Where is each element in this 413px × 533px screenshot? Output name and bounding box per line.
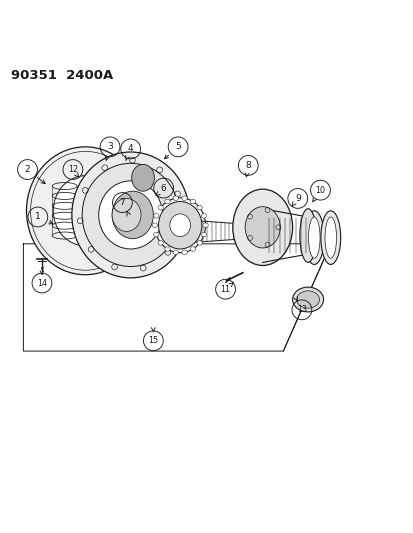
Ellipse shape xyxy=(112,191,153,239)
Ellipse shape xyxy=(72,152,189,278)
Ellipse shape xyxy=(112,198,141,231)
Ellipse shape xyxy=(197,205,202,210)
Text: 15: 15 xyxy=(148,336,158,345)
Ellipse shape xyxy=(181,250,187,255)
Text: 4: 4 xyxy=(128,144,133,154)
Ellipse shape xyxy=(53,176,117,246)
Ellipse shape xyxy=(158,240,163,245)
Ellipse shape xyxy=(201,232,206,237)
Text: 1: 1 xyxy=(35,213,40,222)
Ellipse shape xyxy=(82,163,179,266)
Ellipse shape xyxy=(320,211,340,264)
Text: 2: 2 xyxy=(25,165,30,174)
Ellipse shape xyxy=(197,240,202,245)
Ellipse shape xyxy=(153,232,159,237)
Text: 8: 8 xyxy=(245,161,251,170)
Ellipse shape xyxy=(98,181,162,249)
Ellipse shape xyxy=(164,247,170,251)
Ellipse shape xyxy=(190,199,195,204)
Ellipse shape xyxy=(158,201,202,249)
Ellipse shape xyxy=(153,214,159,218)
Text: 5: 5 xyxy=(175,142,180,151)
Ellipse shape xyxy=(26,147,144,274)
Ellipse shape xyxy=(152,223,157,228)
Text: 11: 11 xyxy=(220,285,230,294)
Ellipse shape xyxy=(164,199,170,204)
Ellipse shape xyxy=(173,250,178,255)
Text: 9: 9 xyxy=(294,194,300,203)
Ellipse shape xyxy=(304,211,323,264)
Text: 6: 6 xyxy=(160,183,166,192)
Ellipse shape xyxy=(244,207,280,248)
Ellipse shape xyxy=(296,291,319,308)
Ellipse shape xyxy=(181,196,187,200)
Ellipse shape xyxy=(131,164,154,191)
Ellipse shape xyxy=(169,214,190,237)
Ellipse shape xyxy=(173,196,178,200)
Ellipse shape xyxy=(232,189,292,265)
Ellipse shape xyxy=(154,198,205,253)
Ellipse shape xyxy=(190,247,195,251)
Ellipse shape xyxy=(308,217,319,259)
Ellipse shape xyxy=(31,151,140,270)
Text: 7: 7 xyxy=(119,198,125,207)
Text: 10: 10 xyxy=(315,185,325,195)
Ellipse shape xyxy=(201,214,206,218)
Text: 12: 12 xyxy=(68,165,78,174)
Ellipse shape xyxy=(202,223,208,228)
Text: 3: 3 xyxy=(107,142,113,151)
Ellipse shape xyxy=(292,287,323,312)
Text: 90351  2400A: 90351 2400A xyxy=(11,69,113,82)
Ellipse shape xyxy=(158,205,163,210)
Ellipse shape xyxy=(324,217,336,259)
Text: 13: 13 xyxy=(296,305,306,314)
Text: 14: 14 xyxy=(37,279,47,287)
Ellipse shape xyxy=(299,209,316,262)
